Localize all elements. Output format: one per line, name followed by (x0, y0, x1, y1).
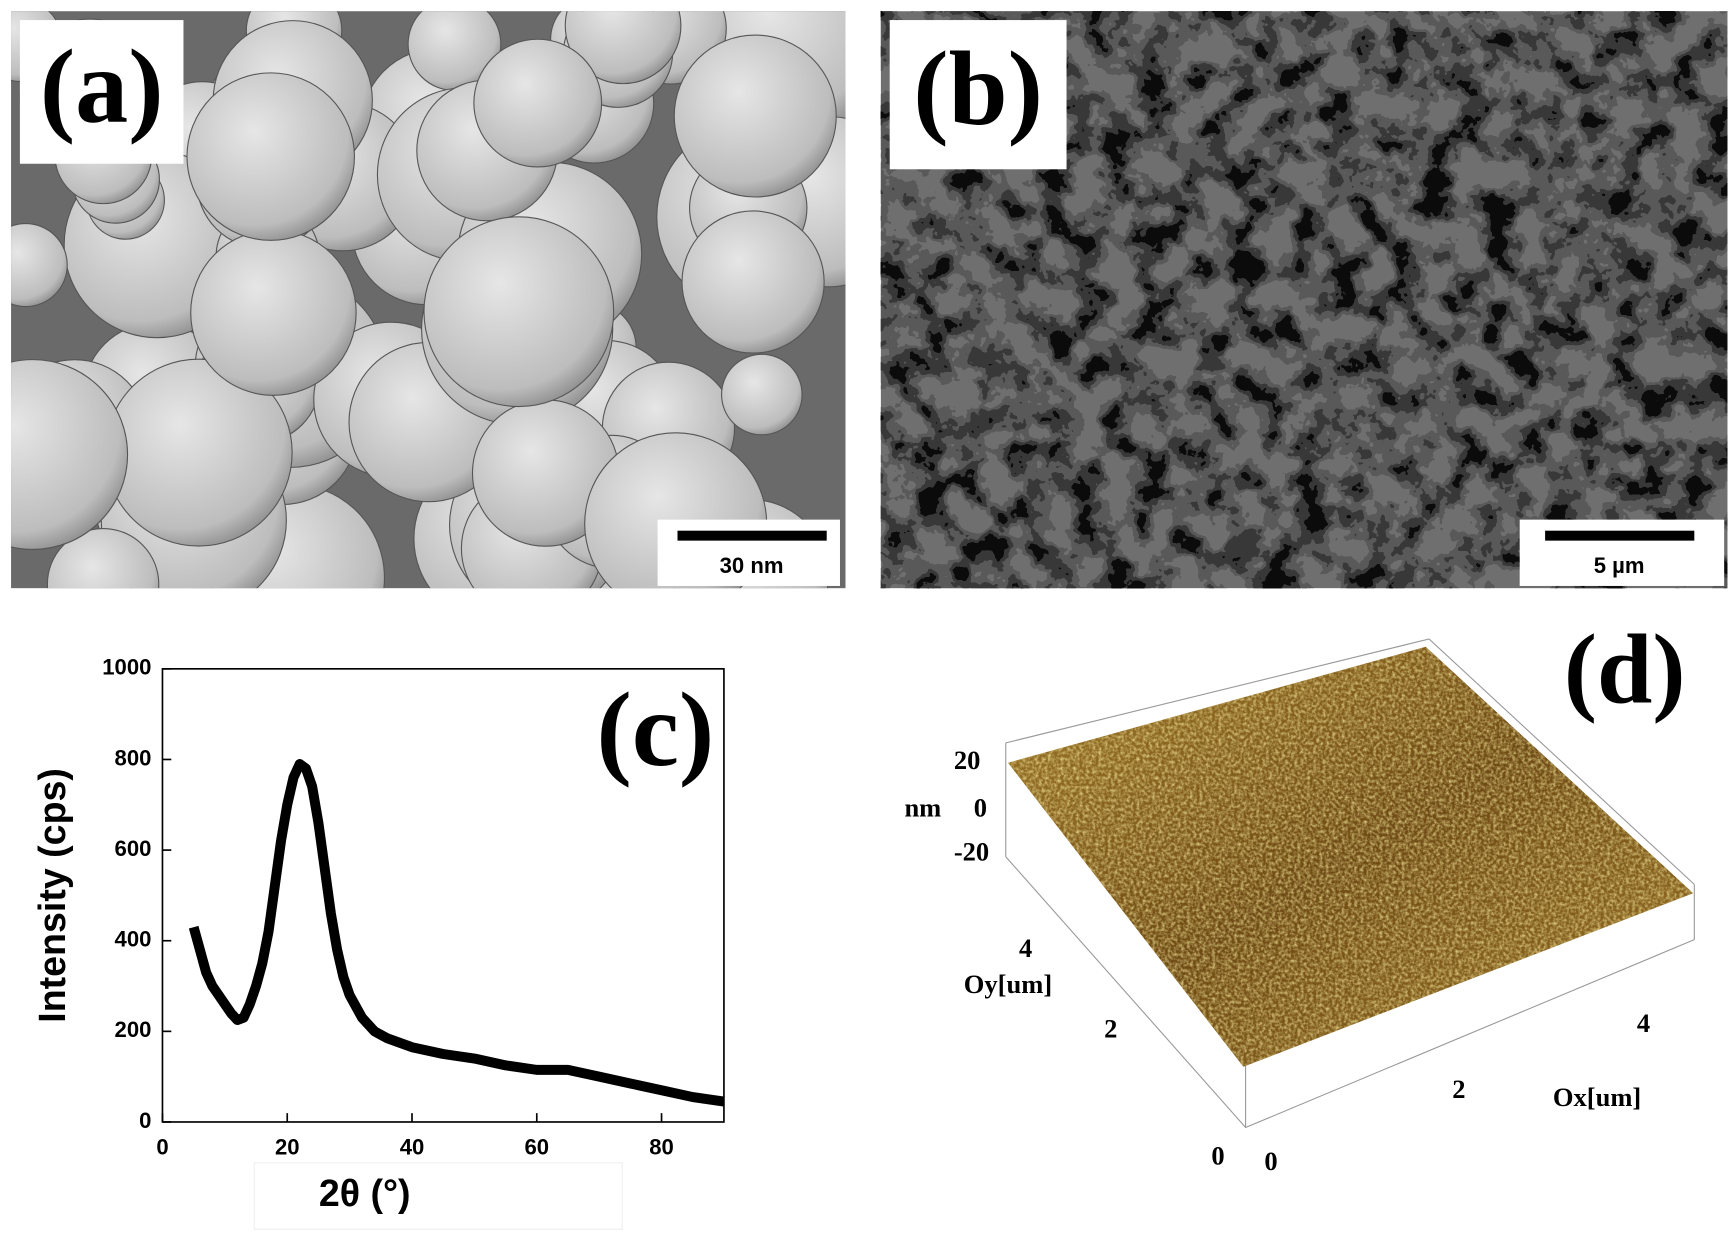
sphere (11, 222, 68, 308)
data-line (188, 759, 725, 1107)
scale-bar (1545, 530, 1695, 541)
y-tick-label: 1000 (102, 655, 151, 680)
x-tick: 4 (1637, 1008, 1650, 1038)
sphere (46, 527, 160, 589)
y-tick-label: 200 (115, 1017, 152, 1042)
y-tick-label: 400 (115, 927, 152, 952)
x-tick-label: 60 (524, 1134, 549, 1159)
panel-d: (d) 20 nm 0 -20 4 Oy[um] 2 0 0 2 4 Ox[um… (904, 614, 1695, 1176)
spheres (11, 11, 846, 589)
z-unit: nm (904, 792, 941, 822)
sphere (673, 34, 837, 198)
plot-frame (161, 668, 725, 1123)
panel-label: (d) (1564, 614, 1686, 725)
x-label: Ox[um] (1553, 1082, 1641, 1112)
panel-b: (b) 5 µm (880, 11, 1728, 589)
scale-label: 30 nm (720, 553, 784, 578)
sphere (186, 72, 356, 241)
sphere (190, 229, 357, 396)
panel-label: (b) (913, 29, 1043, 147)
z-tick: 0 (974, 792, 987, 822)
y-tick-label: 0 (139, 1108, 151, 1133)
x-tick-label: 80 (649, 1134, 674, 1159)
y-label: Oy[um] (964, 969, 1052, 999)
label-box (19, 20, 184, 164)
sphere (423, 216, 615, 408)
panel-a: (a) 30 nm (11, 11, 846, 589)
x-tick-label: 20 (275, 1134, 300, 1159)
y-tick: 4 (1019, 933, 1032, 963)
panel-label: (c) (597, 670, 715, 788)
sphere (11, 359, 129, 550)
sphere (721, 353, 803, 436)
x-tick-label: 40 (400, 1134, 425, 1159)
scale-bar (677, 530, 827, 541)
label-box (889, 20, 1067, 170)
y-tick: 0 (1211, 1141, 1224, 1171)
sphere (473, 38, 603, 168)
x-label-box (253, 1162, 623, 1230)
scale-label: 5 µm (1594, 553, 1645, 578)
y-axis-label: Intensity (cps) (31, 768, 73, 1023)
z-tick: 20 (954, 745, 981, 775)
sphere (564, 11, 682, 85)
box-frame (1005, 638, 1695, 1129)
x-tick: 2 (1452, 1074, 1465, 1104)
sphere (681, 210, 825, 354)
z-tick: -20 (954, 837, 989, 867)
panel-label: (a) (40, 27, 164, 145)
y-tick-label: 800 (115, 745, 152, 770)
x-tick-label: 0 (156, 1134, 168, 1159)
panel-c: Intensity (cps) 2θ (°) (c) 0200400600800… (31, 655, 725, 1230)
y-tick: 2 (1104, 1013, 1117, 1043)
y-tick-label: 600 (115, 836, 152, 861)
x-tick: 0 (1264, 1146, 1277, 1176)
x-axis-label: 2θ (°) (319, 1172, 411, 1214)
